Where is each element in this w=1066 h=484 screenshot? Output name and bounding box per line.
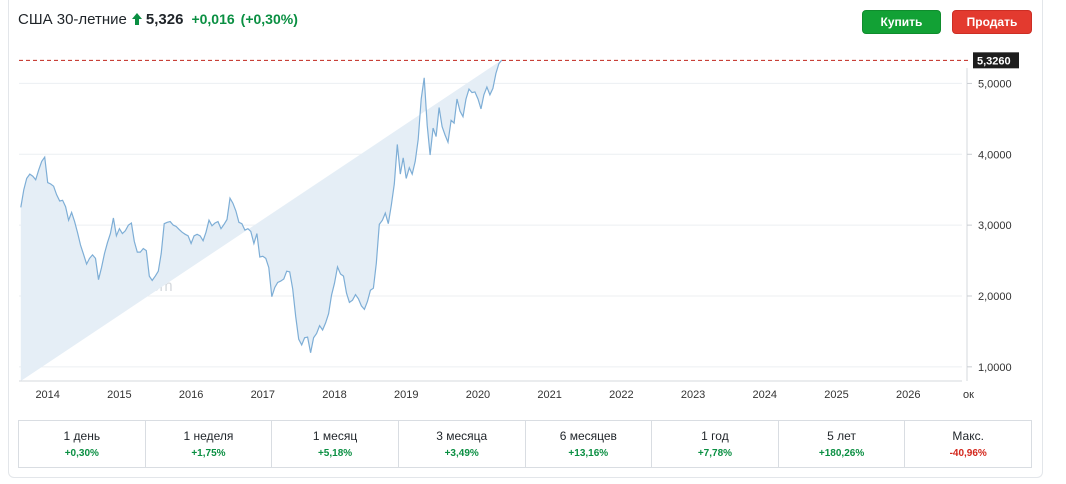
period-cell[interactable]: 1 неделя +1,75% — [146, 421, 273, 467]
x-tick-label: 2014 — [35, 389, 59, 401]
price-area — [20, 60, 502, 381]
period-label: 3 месяца — [436, 429, 488, 443]
period-change: -40,96% — [949, 448, 987, 459]
period-change: +13,16% — [568, 448, 609, 459]
period-change: +0,30% — [64, 448, 99, 459]
sell-button[interactable]: Продать — [952, 10, 1032, 34]
x-tick-label: 2024 — [753, 389, 777, 401]
period-cell[interactable]: 5 лет +180,26% — [779, 421, 906, 467]
x-tick-label: 2025 — [824, 389, 848, 401]
x-tick-label: 2022 — [609, 389, 633, 401]
x-tick-label: 2016 — [179, 389, 203, 401]
period-cell[interactable]: 1 день +0,30% — [19, 421, 146, 467]
price-change-percent: (+0,30%) — [240, 11, 298, 27]
period-change: +5,18% — [317, 448, 353, 459]
y-tick-label: 3,0000 — [978, 220, 1012, 232]
period-cell[interactable]: 1 месяц +5,18% — [272, 421, 399, 467]
period-cell[interactable]: 6 месяцев +13,16% — [526, 421, 653, 467]
instrument-title: США 30-летние — [18, 10, 127, 28]
x-tick-label: 2020 — [466, 389, 490, 401]
x-tick-label: 2019 — [394, 389, 418, 401]
period-label: 1 месяц — [312, 429, 358, 443]
y-tick-label: 2,0000 — [978, 291, 1012, 303]
current-price-label: 5,3260 — [977, 55, 1011, 67]
period-cell[interactable]: 3 месяца +3,49% — [399, 421, 526, 467]
performance-periods: 1 день +0,30% 1 неделя +1,75% 1 месяц +5,18% 3… — [18, 420, 1032, 468]
period-cell[interactable]: 1 год +7,78% — [652, 421, 779, 467]
x-tick-label: 2015 — [107, 389, 131, 401]
price-line — [20, 59, 503, 353]
period-change: +1,75% — [191, 448, 226, 459]
period-label: Макс. — [952, 429, 984, 443]
y-tick-label: 1,0000 — [978, 362, 1012, 374]
x-tick-label: 2017 — [251, 389, 275, 401]
period-label: 6 месяцев — [559, 429, 617, 443]
period-label: 5 лет — [827, 429, 856, 443]
period-change: +3,49% — [444, 448, 479, 459]
price-chart[interactable]: Investing.com5,00004,00003,00002,00001,0… — [0, 0, 1066, 410]
period-cell[interactable]: Макс. -40,96% — [905, 421, 1031, 467]
period-label: 1 год — [701, 429, 729, 443]
x-tick-label: 2023 — [681, 389, 705, 401]
current-price-badge — [973, 52, 1019, 69]
y-tick-label: 5,0000 — [978, 78, 1012, 90]
y-tick-label: 4,0000 — [978, 149, 1012, 161]
price-change: +0,016 — [191, 11, 235, 27]
instrument-header: США 30-летние 5,326 +0,016 (+0,30%) — [18, 8, 298, 30]
x-tick-label: 2018 — [322, 389, 346, 401]
period-label: 1 день — [63, 429, 101, 443]
period-change: +180,26% — [818, 448, 865, 459]
up-arrow-icon — [131, 13, 142, 25]
last-price: 5,326 — [145, 10, 184, 28]
buy-button[interactable]: Купить — [862, 10, 941, 34]
period-change: +7,78% — [697, 448, 733, 459]
x-tick-label: 2021 — [537, 389, 561, 401]
period-label: 1 неделя — [183, 429, 234, 443]
x-tick-label: 2026 — [896, 389, 920, 401]
x-tick-label-cut: ок — [963, 389, 974, 401]
